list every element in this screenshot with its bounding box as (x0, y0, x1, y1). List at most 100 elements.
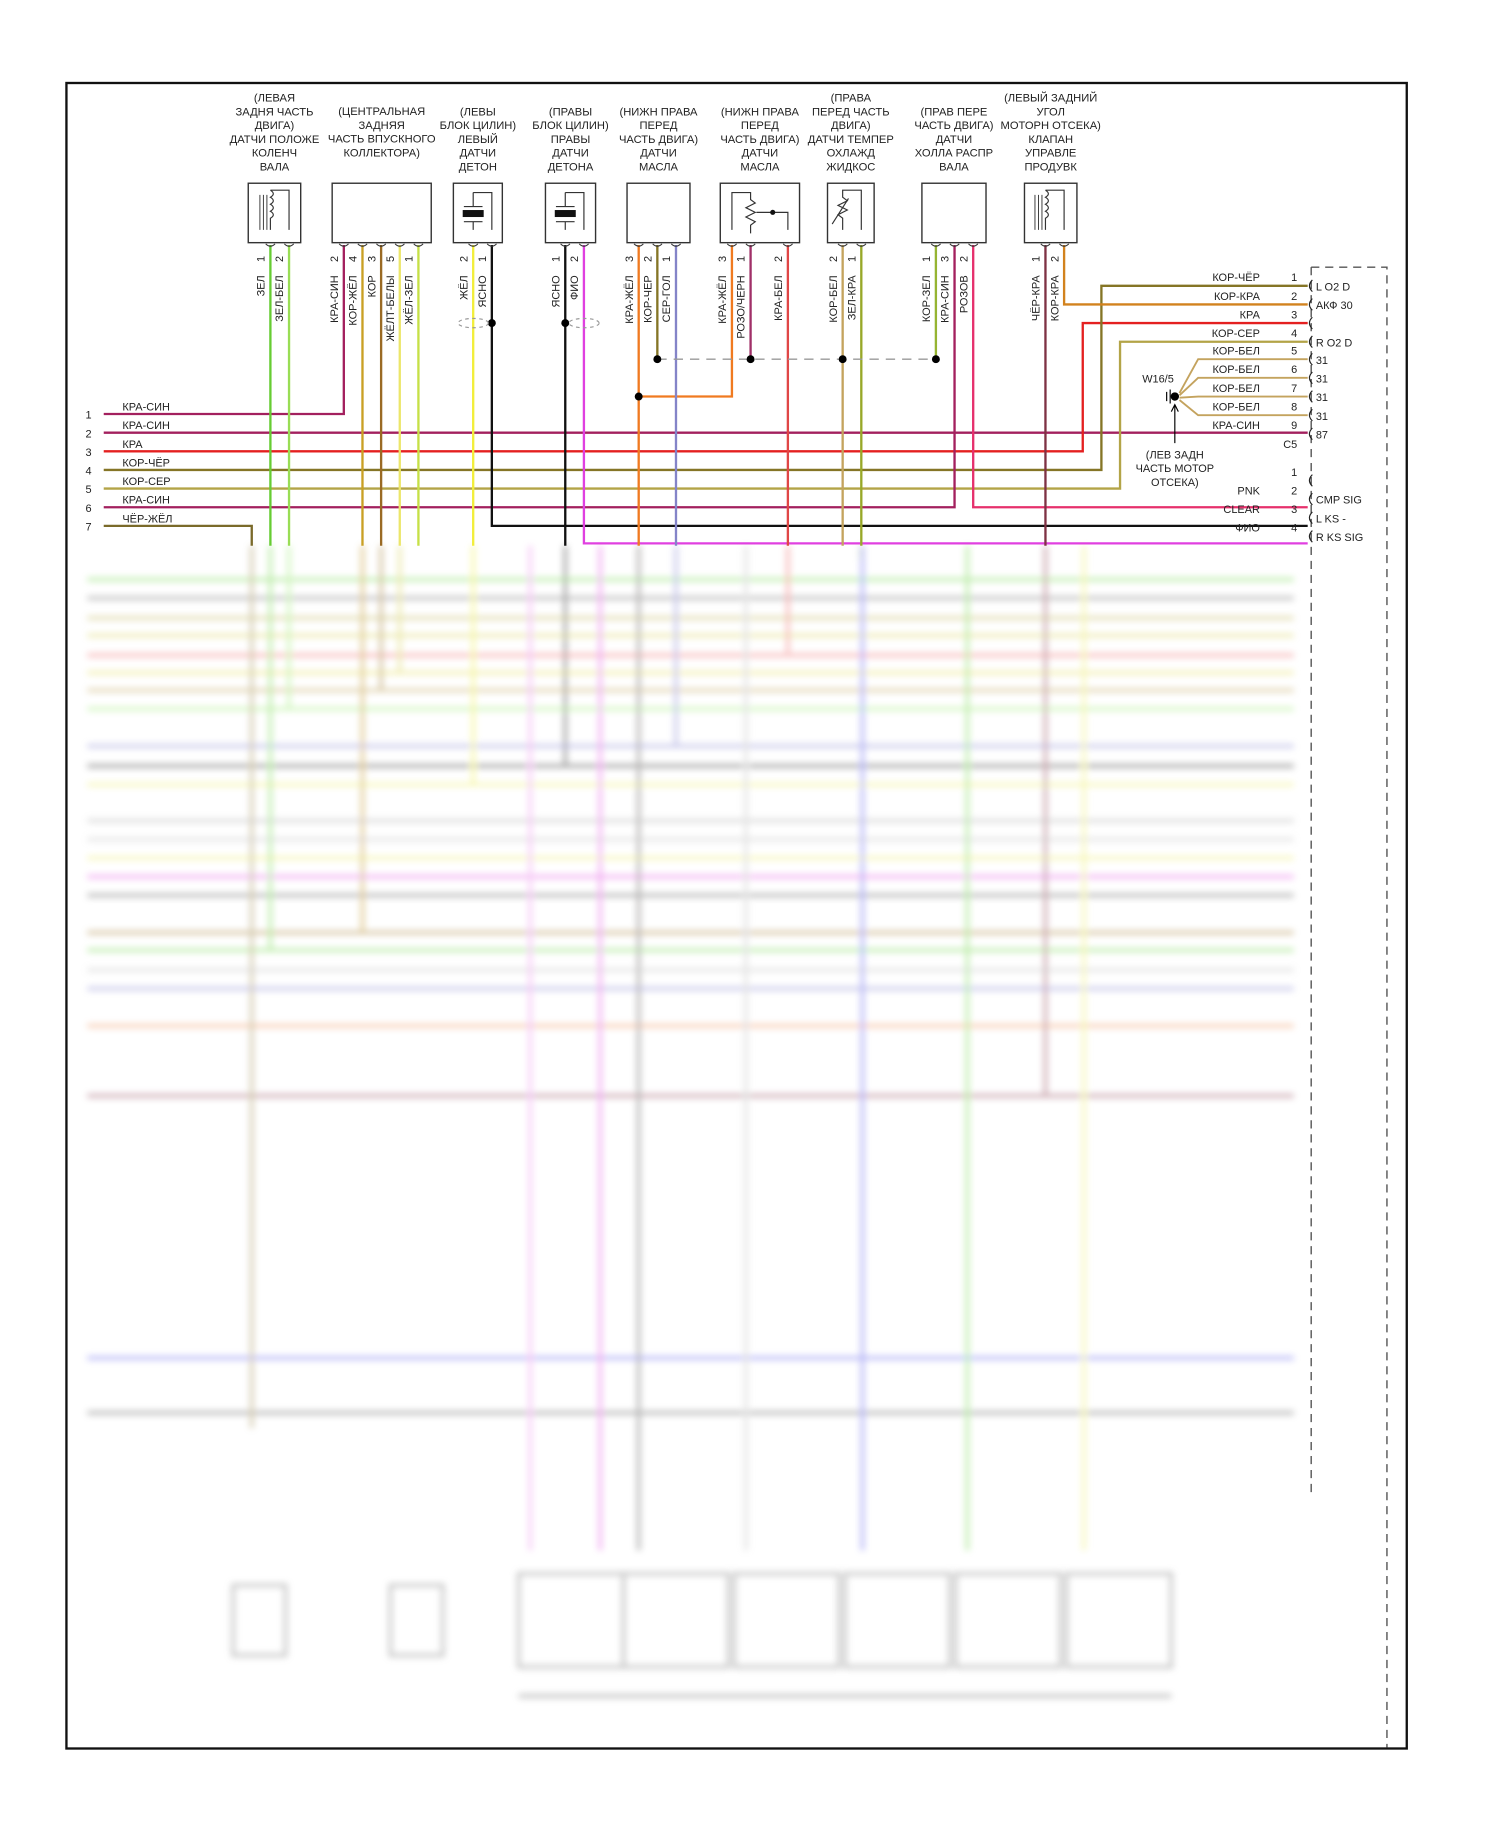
pin-socket-icon (949, 243, 960, 247)
connector-signal-label: 31 (1316, 374, 1328, 386)
pin-socket-icon (1308, 390, 1313, 403)
pin-socket-icon (468, 243, 479, 247)
wire-label: ЗЕЛ-КРА (846, 275, 858, 321)
connector-wire-label: PNK (1237, 485, 1260, 497)
blurred-component (732, 1571, 841, 1669)
connector-pin-number: 7 (1291, 383, 1297, 395)
wire-label: РОЗОВ (958, 275, 970, 313)
component-title-line: (ЛЕВЫЙ ЗАДНИЙ (1004, 92, 1097, 105)
wire (972, 245, 1308, 509)
wire (582, 245, 1308, 545)
component-title-line: ОХЛАЖД (827, 148, 876, 160)
component-title-line: ЧАСТЬ ДВИГА) (619, 134, 698, 146)
ground-icon (1170, 392, 1180, 401)
component-title-line: ДВИГА) (255, 120, 295, 132)
left-connector-wire-label: КОР-СЕР (122, 476, 170, 488)
wire-label: ЖЁЛТ-БЕЛЫ (385, 275, 397, 341)
wire (103, 524, 253, 546)
pin-number: 2 (828, 256, 840, 262)
wire-label: СЕР-ГОЛ (661, 275, 673, 322)
component-title-line: ЖИДКОС (826, 161, 875, 173)
pin-socket-icon (413, 243, 424, 247)
wire-label: КОР-КРА (1049, 275, 1061, 322)
pin-number: 1 (846, 256, 858, 262)
ground-wire (1179, 395, 1308, 399)
control-unit-outline (1311, 266, 1388, 1748)
blurred-component (953, 1571, 1063, 1669)
component-title-line: (НИЖН ПРАВА (619, 106, 698, 118)
pin-socket-icon (1059, 243, 1070, 247)
connector-pin-number: 4 (1291, 523, 1297, 535)
connector-wire-label: КОР-БЕЛ (1213, 364, 1260, 376)
connector-pin-number: 3 (1291, 504, 1297, 516)
pin-socket-icon (930, 243, 941, 247)
component-8: (ПРАВ ПЕРЕ ЧАСТЬ ДВИГА) ДАТЧИ ХОЛЛА РАСПРВА… (914, 106, 993, 322)
pin-socket-icon (1308, 474, 1313, 487)
connector-wire-label: КОР-СЕР (1212, 328, 1260, 340)
coil-icon (1044, 189, 1065, 230)
wires (103, 245, 1308, 546)
connector-wire-label: ФИО (1235, 523, 1260, 535)
pin-number: 3 (717, 256, 729, 262)
pin-socket-icon (1308, 492, 1313, 506)
connector-signal-label: CMP SIG (1316, 495, 1362, 507)
ground-location-line: ЧАСТЬ МОТОР (1136, 463, 1214, 475)
pin-socket-icon (633, 243, 644, 247)
component-title-line: ВАЛА (260, 161, 290, 173)
ground-wire (1178, 399, 1308, 417)
pin-socket-icon (357, 243, 368, 247)
component-box (331, 182, 432, 244)
connector-wire-label: КОР-КРА (1214, 291, 1261, 303)
pin-socket-icon (394, 243, 405, 247)
component-title-line: (ПРАВА (831, 93, 872, 105)
wiper-dot-icon (770, 209, 776, 215)
pin-number: 2 (329, 256, 341, 262)
splice-dot (634, 392, 643, 401)
component-title-line: ДАТЧИ ПОЛОЖЕ (230, 134, 320, 146)
arrow-icon (1170, 403, 1179, 444)
pin-socket-icon (968, 243, 979, 247)
wire-label: КРА-СИН (940, 275, 952, 323)
component-title-line: ДЕТОН (459, 161, 497, 173)
component-title-line: (НИЖН ПРАВА (721, 106, 800, 118)
component-title-line: КОЛЕНЧ (252, 148, 297, 160)
component-title-line: МАСЛА (740, 161, 780, 173)
wire (103, 340, 1308, 490)
pin-socket-icon (837, 243, 848, 247)
pin-number: 1 (404, 256, 416, 262)
knock-sensor-icon (463, 191, 493, 230)
pin-socket-icon (1308, 530, 1313, 543)
component-title-line: (ЛЕВАЯ (254, 93, 295, 105)
wire-label: КРА-ЖЁЛ (717, 275, 729, 323)
pin-socket-icon (670, 243, 682, 247)
wire-label: ЗЕЛ (256, 275, 268, 296)
connector-name: C5 (1283, 439, 1297, 451)
pin-number: 1 (1031, 256, 1043, 262)
splice-dot (487, 319, 496, 328)
pin-socket-icon (1308, 371, 1313, 385)
connector-signal-label: АКФ 30 (1316, 300, 1353, 312)
shield-icon (457, 317, 489, 329)
connector-signal-label: R O2 D (1316, 337, 1353, 349)
component-title-line: ДАТЧИ (742, 148, 778, 160)
pin-socket-icon (1308, 511, 1313, 524)
left-connector-pin-number: 4 (86, 466, 92, 478)
component-title-line: ПЕРЕД (741, 120, 779, 132)
wire-label: ФИО (569, 275, 581, 300)
pin-number: 1 (736, 256, 748, 262)
component-box (626, 182, 691, 244)
blurred-component (1064, 1571, 1174, 1669)
connector-pin-number: 4 (1291, 328, 1297, 340)
wire-label: ЯСНО (550, 275, 562, 307)
ground-symbol-icon (1166, 389, 1171, 404)
component-box (826, 182, 875, 244)
pin-number: 1 (256, 256, 268, 262)
pin-number: 4 (348, 256, 360, 262)
connector-wire-label: КОР-БЕЛ (1213, 383, 1260, 395)
wire (103, 284, 1308, 472)
connector-signal-label: L KS - (1316, 513, 1346, 525)
component-title-line: ХОЛЛА РАСПР (915, 148, 993, 160)
pin-number: 3 (940, 256, 952, 262)
